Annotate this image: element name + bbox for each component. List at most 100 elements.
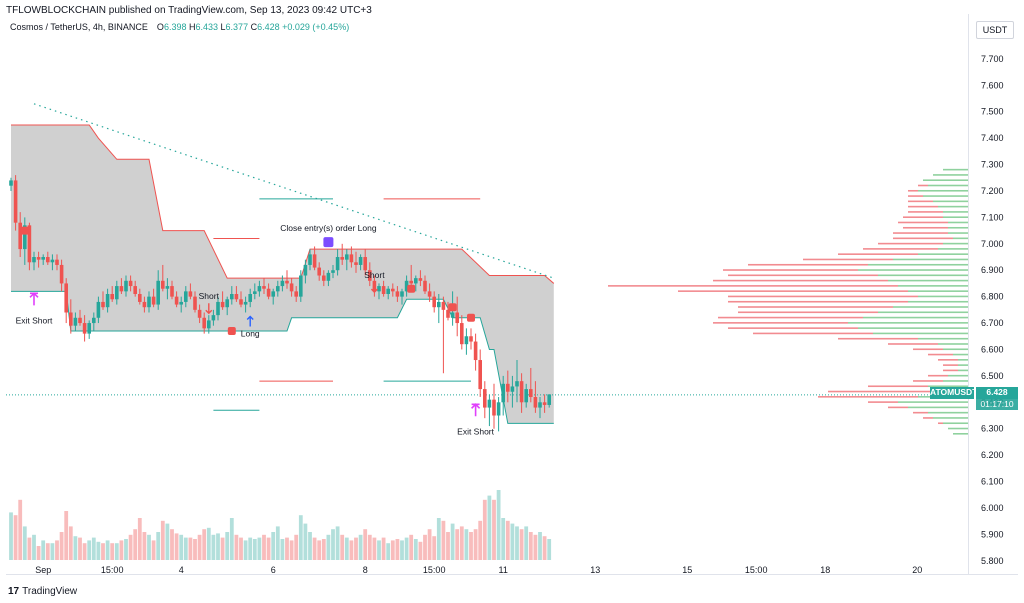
candle-body xyxy=(253,291,257,294)
candle-body xyxy=(303,264,308,276)
volume-bar xyxy=(478,520,483,560)
volume-bar xyxy=(114,543,119,560)
candle-body xyxy=(501,383,505,403)
chart-frame[interactable]: TFLOWBLOCKCHAIN published on TradingView… xyxy=(6,0,1018,603)
volume-bar xyxy=(400,540,404,560)
candle-body xyxy=(280,280,285,287)
volume-profile-down xyxy=(748,263,868,266)
candle-body xyxy=(119,286,124,292)
x-tick-label: 6 xyxy=(271,565,276,575)
candle-body xyxy=(478,360,482,390)
volume-profile-up xyxy=(933,200,968,203)
trade-marker-icon xyxy=(407,284,416,293)
candle-body xyxy=(248,294,252,302)
candle-body xyxy=(243,301,248,305)
volume-bar xyxy=(96,541,101,560)
volume-bar xyxy=(229,518,234,560)
candle-body xyxy=(427,291,432,297)
trade-marker-icon xyxy=(20,226,29,235)
volume-bar xyxy=(409,534,414,560)
volume-bar xyxy=(298,515,303,560)
candle-body xyxy=(142,301,147,308)
candle-body xyxy=(391,288,395,292)
x-tick-label: 11 xyxy=(499,565,508,575)
x-tick-label: 15:00 xyxy=(423,565,446,575)
candle-body xyxy=(96,301,101,318)
x-tick-label: Sep xyxy=(35,565,51,575)
volume-profile-down xyxy=(928,353,953,356)
volume-profile-down xyxy=(838,337,918,340)
volume-bar xyxy=(528,532,533,560)
candle-body xyxy=(441,301,446,310)
high-value: 6.433 xyxy=(195,22,219,32)
candle-body xyxy=(312,254,317,268)
candle-body xyxy=(538,402,542,408)
volume-profile-up xyxy=(878,311,968,314)
candle-body xyxy=(547,394,551,405)
volume-profile-down xyxy=(923,417,933,419)
volume-profile-up xyxy=(923,179,968,182)
candle-body xyxy=(331,270,335,273)
volume-profile-down xyxy=(738,311,878,314)
candle-body xyxy=(276,286,280,292)
volume-profile-up xyxy=(933,417,968,419)
change-value: +0.029 (+0.45%) xyxy=(282,22,350,32)
volume-bar xyxy=(377,540,381,560)
volume-profile-up xyxy=(928,411,968,414)
chart-canvas[interactable]: 7.8007.7007.6007.5007.4007.3007.2007.100… xyxy=(6,0,1018,603)
volume-bar xyxy=(331,529,335,560)
candle-body xyxy=(124,280,128,292)
candle-body xyxy=(358,257,363,265)
x-tick-label: 15:00 xyxy=(101,565,124,575)
volume-profile-up xyxy=(878,274,968,277)
close-value: 6.428 xyxy=(257,22,280,32)
volume-profile-up xyxy=(908,300,968,303)
candle-body xyxy=(340,257,344,260)
candle-body xyxy=(55,259,59,265)
y-tick-label: 6.100 xyxy=(981,477,1004,487)
candle-body xyxy=(101,301,105,308)
candle-body xyxy=(299,275,303,297)
volume-profile-down xyxy=(723,269,858,271)
volume-bar xyxy=(202,529,207,560)
candle-body xyxy=(128,280,133,287)
volume-profile-down xyxy=(728,300,908,303)
candle-body xyxy=(46,257,50,263)
candle-body xyxy=(193,296,197,310)
volume-bar xyxy=(105,540,110,560)
volume-profile-down xyxy=(728,295,918,298)
trade-marker-icon xyxy=(227,326,236,335)
volume-profile-up xyxy=(943,242,968,245)
volume-profile-up xyxy=(948,232,968,234)
tradingview-brand[interactable]: 17 TradingView xyxy=(8,586,77,597)
candle-body xyxy=(59,264,64,284)
candle-body xyxy=(519,381,524,403)
volume-profile-down xyxy=(738,306,893,308)
candle-body xyxy=(542,402,547,405)
candle-body xyxy=(529,389,533,398)
low-label: L xyxy=(220,22,226,32)
candle-body xyxy=(437,301,441,308)
volume-profile-up xyxy=(893,258,968,261)
volume-profile-down xyxy=(893,237,953,240)
y-tick-label: 6.300 xyxy=(981,424,1004,434)
candle-body xyxy=(69,312,73,326)
candle-body xyxy=(354,262,358,265)
volume-bar xyxy=(165,523,170,560)
y-tick-label: 6.200 xyxy=(981,450,1004,460)
currency-button[interactable]: USDT xyxy=(976,21,1014,39)
candle-body xyxy=(322,275,326,281)
x-tick-label: 20 xyxy=(912,565,922,575)
low-value: 6.377 xyxy=(225,22,249,32)
candle-body xyxy=(92,317,96,324)
volume-profile-up xyxy=(928,385,968,388)
candle-body xyxy=(464,336,469,345)
y-tick-label: 7.300 xyxy=(981,160,1004,170)
volume-bar xyxy=(137,518,142,560)
volume-bar xyxy=(234,534,239,560)
volume-bar xyxy=(436,518,441,560)
volume-bar xyxy=(395,539,400,560)
candle-body xyxy=(317,267,321,276)
volume-profile-up xyxy=(908,290,968,292)
candle-body xyxy=(368,270,372,281)
